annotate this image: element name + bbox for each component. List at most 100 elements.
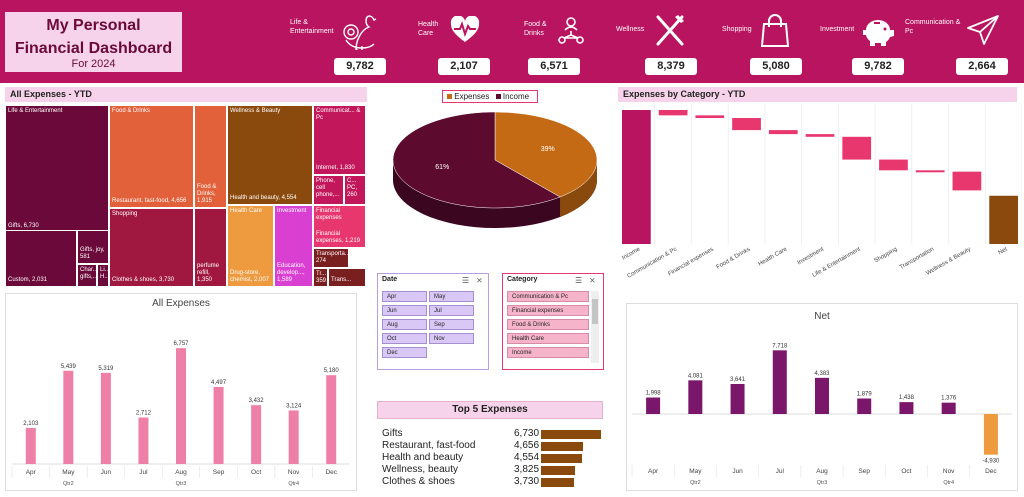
treemap-tile[interactable]: Communicat... & Pc Internet, 1,830 (313, 105, 366, 175)
treemap-tile[interactable]: Food & Drinks Restaurant, fast-food, 4,6… (109, 105, 194, 208)
quarter-label: Qtr2 (63, 481, 74, 487)
waterfall-category-label: Health Care (758, 246, 789, 268)
top5-value: 4,656 (514, 440, 540, 451)
all-expenses-chart: 2,103 Apr 5,439 May 5,319 Jun 2,712 Jul 6,757 Aug… (11, 341, 350, 487)
dashboard-title-line1: My Personal (46, 17, 141, 34)
quarter-label: Qtr2 (690, 480, 701, 486)
kpi-value-wellness: 8,379 (645, 58, 697, 75)
category-slicer-scrollbar[interactable] (591, 291, 599, 363)
pie-legend: Expenses Income (442, 90, 538, 103)
people-network-icon (558, 17, 584, 44)
scrollbar-thumb[interactable] (592, 299, 598, 324)
column-bar (983, 414, 998, 455)
bar-data-label: 2,712 (136, 411, 152, 417)
treemap-tile[interactable]: Char... gifts,... (77, 264, 97, 287)
multi-select-icon[interactable]: ☰ (575, 276, 583, 285)
bar-data-label: 3,641 (730, 377, 746, 383)
top5-label: Restaurant, fast-food (382, 440, 476, 451)
quarter-label: Qtr3 (176, 481, 187, 487)
treemap-tile[interactable]: Financial expenses Financial expenses, 1… (313, 205, 366, 248)
bar-data-label: 5,180 (324, 368, 340, 374)
treemap-tile[interactable]: C... PC, 260 (344, 175, 366, 205)
x-tick-label: Apr (648, 468, 659, 475)
pie-chart: 39% 61% (392, 111, 598, 228)
slicer-item-date[interactable]: May (429, 291, 474, 302)
top5-bar (541, 430, 601, 439)
x-tick-label: Aug (175, 469, 187, 476)
treemap-tile[interactable]: Investment Education, develop..., 1,589 (274, 205, 313, 287)
treemap-tile[interactable]: Shopping Clothes & shoes, 3,730 (109, 208, 194, 287)
quarter-label: Qtr4 (288, 481, 299, 487)
pie-slice (494, 111, 598, 198)
bar-data-label: 3,432 (249, 398, 265, 404)
kpi-label-wellness: Wellness (616, 26, 645, 33)
treemap-tile[interactable]: Health Care Drug-store, chemist, 2,007 (227, 205, 274, 287)
x-tick-label: Aug (816, 468, 828, 475)
top5-bar (541, 466, 576, 475)
quarter-label: Qtr4 (943, 480, 954, 486)
waterfall-bar (622, 110, 651, 244)
slicer-item-date[interactable]: Jun (382, 305, 427, 316)
slicer-item-category[interactable]: Food & Drinks (507, 319, 589, 330)
date-slicer: Date ☰ ⨯ Apr May Jun Jul Aug Sep Oct Nov… (377, 273, 489, 370)
slicer-item-date[interactable]: Nov (429, 333, 474, 344)
top5-label: Health and beauty (382, 452, 464, 463)
bar-data-label: 4,383 (814, 371, 830, 377)
x-tick-label: Jul (139, 469, 148, 476)
slicer-item-date[interactable]: Aug (382, 319, 427, 330)
clear-filter-icon[interactable]: ⨯ (476, 276, 483, 285)
x-tick-label: Sep (858, 468, 870, 475)
bar-data-label: 1,998 (646, 391, 662, 397)
column-bar (730, 383, 745, 414)
bar-data-label: 1,438 (899, 395, 915, 401)
net-chart: 1,998 Apr 4,081 May 3,641 Jun 7,718 Jul 4,383 Aug… (631, 343, 1012, 486)
column-bar (941, 402, 956, 414)
treemap-tile[interactable]: Gifts, joy, 581 (77, 230, 109, 264)
bar-data-label: 3,124 (286, 403, 302, 409)
slicer-item-date[interactable]: Jul (429, 305, 474, 316)
treemap-tile[interactable]: perfume refill, 1,350 (194, 208, 227, 287)
slicer-item-date[interactable]: Dec (382, 347, 427, 358)
quarter-label: Qtr3 (817, 480, 828, 486)
kpi-label-communication: Communication & Pc (905, 19, 961, 35)
treemap-tile[interactable]: Wellness & Beauty Health and beauty, 4,5… (227, 105, 313, 205)
column-bar (815, 377, 829, 414)
x-tick-label: Nov (943, 468, 955, 475)
x-tick-label: May (62, 469, 75, 476)
treemap-tile[interactable]: Food & Drinks, 1,915 (194, 105, 227, 208)
multi-select-icon[interactable]: ☰ (462, 276, 470, 285)
slicer-item-date[interactable]: Oct (382, 333, 427, 344)
treemap-tile[interactable]: Tr... 359 (313, 268, 328, 287)
slicer-item-date[interactable]: Sep (429, 319, 474, 330)
column-bar (899, 402, 914, 414)
x-tick-label: Sep (213, 469, 225, 476)
treemap-tile[interactable]: Li... H... (97, 264, 109, 287)
fork-knife-icon (656, 15, 684, 46)
legend-swatch-income (495, 94, 501, 99)
waterfall-category-label: Shopping (873, 247, 898, 265)
treemap-tile[interactable]: Phone, cell phone,... (313, 175, 344, 205)
top5-bar (541, 478, 575, 487)
slicer-item-category[interactable]: Financial expenses (507, 305, 589, 316)
top5-label: Wellness, beauty (382, 464, 458, 475)
net-title: Net (814, 311, 830, 322)
top5-title: Top 5 Expenses (377, 401, 603, 419)
treemap-tile[interactable]: Custom, 2,031 (5, 230, 77, 287)
waterfall-bar (879, 159, 908, 171)
slicer-item-category[interactable]: Health Care (507, 333, 589, 344)
bar-data-label: 6,757 (173, 341, 189, 347)
bar-data-label: 5,319 (98, 366, 114, 372)
x-tick-label: Jun (101, 469, 112, 476)
slicer-item-date[interactable]: Apr (382, 291, 427, 302)
slicer-item-category[interactable]: Income (507, 347, 589, 358)
slicer-item-category[interactable]: Communication & Pc (507, 291, 589, 302)
treemap-tile[interactable]: Trans... (328, 268, 366, 287)
waterfall-bar (732, 118, 761, 131)
waterfall-category-label: Food & Drinks (716, 247, 752, 271)
treemap-tile[interactable]: Transporta... 274 (313, 248, 349, 268)
top5-label: Gifts (382, 428, 403, 439)
clear-filter-icon[interactable]: ⨯ (589, 276, 596, 285)
x-tick-label: May (689, 468, 702, 475)
top5-label: Clothes & shoes (382, 476, 455, 487)
